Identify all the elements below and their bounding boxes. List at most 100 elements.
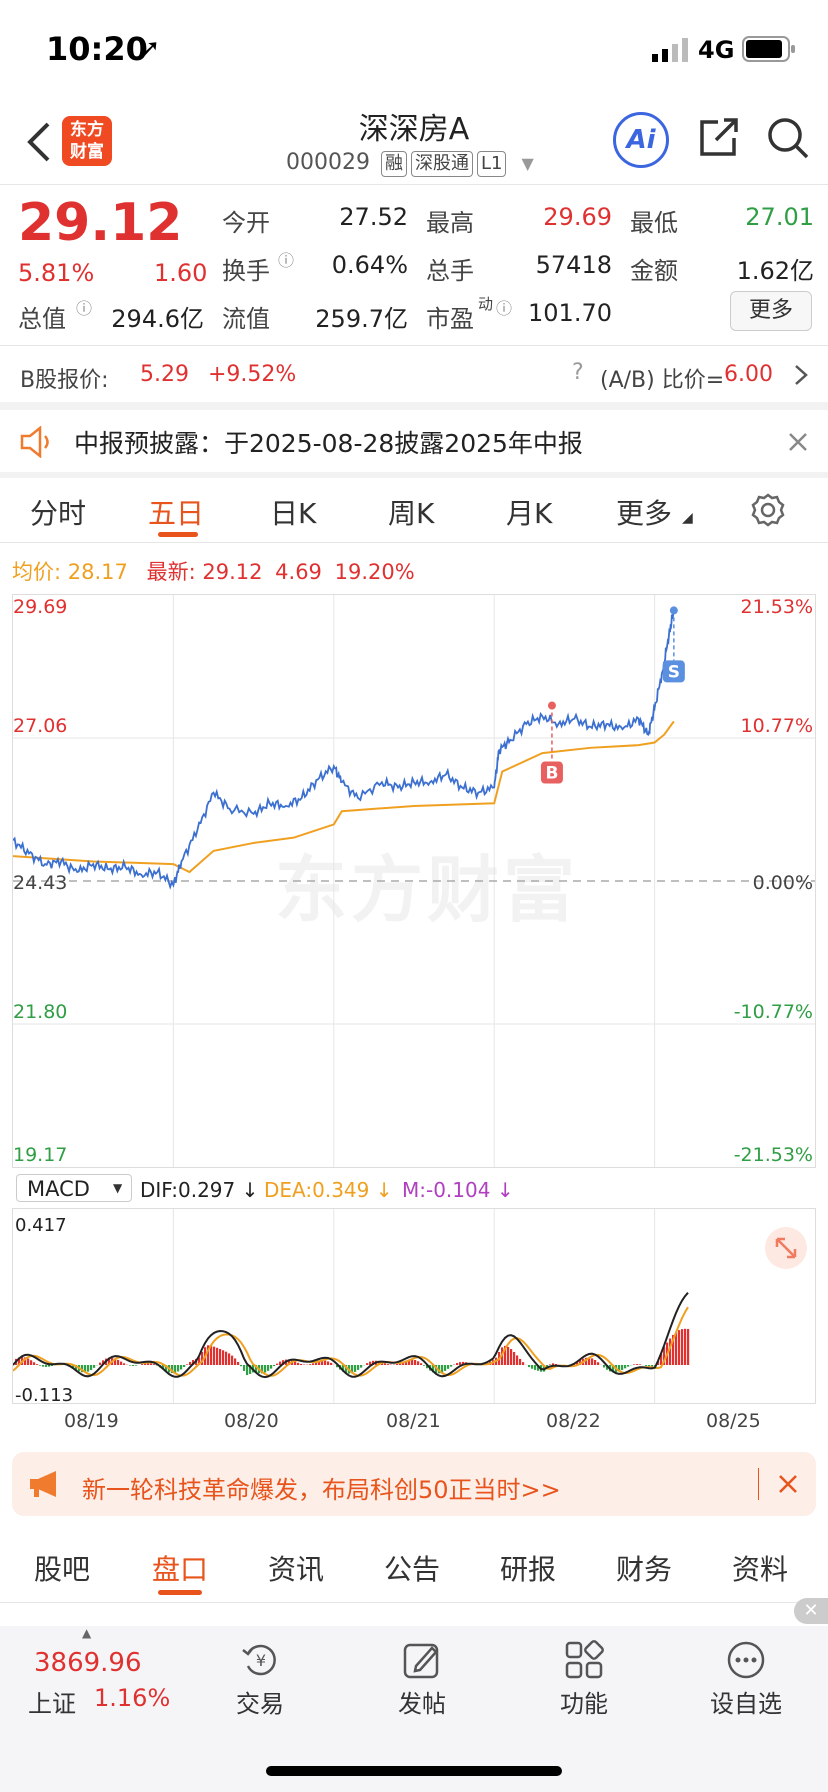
indicator-selector[interactable]: MACD ▼ [16, 1174, 132, 1202]
grid-icon[interactable] [564, 1640, 604, 1680]
tab-announcements[interactable]: 公告 [384, 1553, 441, 1586]
nav-functions[interactable]: 功能 [560, 1690, 608, 1718]
macd-bar [648, 1365, 651, 1367]
turnover-value: 0.64% [331, 251, 408, 279]
trade-icon[interactable]: ¥ [240, 1640, 282, 1680]
low-value: 27.01 [745, 203, 814, 231]
tab-monthly-k[interactable]: 月K [506, 497, 553, 530]
macd-bar [189, 1361, 192, 1365]
macd-bar [687, 1328, 690, 1365]
panel-close-icon[interactable]: ✕ [794, 1598, 828, 1624]
macd-bar [234, 1358, 237, 1365]
battery-icon [742, 36, 795, 62]
macd-bar [213, 1346, 216, 1365]
speaker-icon [20, 426, 49, 458]
open-value: 27.52 [339, 203, 408, 231]
ai-label: Ai [626, 125, 656, 155]
macd-bar [678, 1330, 681, 1365]
price-chart[interactable]: 东方财富 29.69 27.06 24.43 21.80 19.17 21.53% 10.7… [12, 594, 816, 1168]
macd-bar [675, 1332, 678, 1365]
macd-bar [663, 1346, 666, 1365]
tab-forum[interactable]: 股吧 [34, 1553, 91, 1586]
help-icon[interactable]: ? [572, 360, 584, 385]
macd-bar [174, 1365, 177, 1373]
macd-bar [651, 1365, 654, 1367]
tab-research[interactable]: 研报 [500, 1553, 557, 1586]
ab-ratio-value: 6.00 [724, 362, 773, 387]
promo-banner[interactable]: 新一轮科技革命爆发，布局科创50正当时>> [12, 1452, 816, 1516]
nav-trade[interactable]: 交易 [236, 1690, 284, 1718]
macd-bar [144, 1363, 147, 1365]
banner-close-icon[interactable] [778, 1474, 798, 1494]
m-value: M:-0.104 ↓ [402, 1178, 514, 1202]
search-icon[interactable] [766, 116, 810, 160]
b-share-row[interactable]: B股报价: 5.29 +9.52% ? (A/B) 比价= 6.00 [0, 346, 828, 402]
date-label: 08/21 [386, 1410, 441, 1432]
app-logo: 东方财富 [62, 116, 112, 166]
index-value[interactable]: 3869.96 [34, 1648, 142, 1678]
macd-bar [177, 1365, 180, 1372]
open-label: 今开 [222, 209, 270, 237]
macd-bar [636, 1364, 639, 1365]
more-dots-icon[interactable] [726, 1640, 766, 1680]
back-icon[interactable] [26, 122, 52, 162]
chevron-right-icon[interactable] [794, 364, 808, 386]
close-icon[interactable] [788, 432, 808, 452]
tab-orderbook[interactable]: 盘口 [152, 1553, 209, 1586]
macd-bar [408, 1359, 411, 1365]
tab-financials[interactable]: 财务 [616, 1553, 673, 1586]
tab-daily-k[interactable]: 日K [270, 497, 317, 530]
macd-bar [435, 1365, 438, 1374]
tab-more[interactable]: 更多 [616, 497, 673, 530]
turnover-label: 换手 [222, 257, 270, 285]
expand-button[interactable] [765, 1227, 807, 1269]
macd-chart[interactable]: 0.417 -0.113 [12, 1208, 816, 1406]
macd-bar [318, 1361, 321, 1365]
y-tick-right: -21.53% [734, 1144, 813, 1166]
macd-bar [552, 1363, 555, 1365]
macd-bar [120, 1361, 123, 1365]
info-icon[interactable]: ⓘ [76, 299, 93, 318]
dif-line [13, 1292, 689, 1379]
macd-bar [186, 1364, 189, 1365]
macd-bar [396, 1364, 399, 1365]
sell-marker [662, 660, 685, 683]
macd-bar [531, 1365, 534, 1369]
share-icon[interactable] [698, 116, 740, 158]
info-icon[interactable]: ⓘ [278, 251, 295, 270]
current-price: 29.12 [18, 193, 183, 253]
macd-bar [153, 1364, 156, 1365]
macd-bar [588, 1357, 591, 1365]
ai-button[interactable]: Ai [613, 112, 669, 168]
date-axis: 08/19 08/20 08/21 08/22 08/25 [12, 1410, 816, 1438]
macd-bar [684, 1328, 687, 1365]
macd-bar [597, 1362, 600, 1365]
edit-icon[interactable] [402, 1640, 442, 1680]
info-icon[interactable]: ⓘ [496, 299, 513, 318]
tab-news[interactable]: 资讯 [268, 1553, 325, 1586]
banner-text: 新一轮科技革命爆发，布局科创50正当时>> [82, 1476, 561, 1504]
macd-bar [546, 1365, 549, 1368]
gear-icon[interactable] [750, 492, 786, 528]
tab-profile[interactable]: 资料 [732, 1553, 789, 1586]
nav-post[interactable]: 发帖 [398, 1690, 446, 1718]
macd-bar [369, 1361, 372, 1365]
tab-five-day[interactable]: 五日 [148, 497, 205, 530]
buy-marker-label: B [545, 764, 558, 784]
index-pct: 1.16% [94, 1684, 171, 1712]
macd-bar [612, 1365, 615, 1373]
macd-bar [513, 1352, 516, 1365]
latest-label: 最新: [146, 560, 196, 584]
macd-bar [330, 1362, 333, 1365]
macd-bar [201, 1351, 204, 1365]
dropdown-triangle-icon[interactable]: ▼ [521, 154, 534, 173]
date-label: 08/22 [546, 1410, 601, 1432]
y-tick-left: 24.43 [13, 872, 67, 894]
nav-add-watchlist[interactable]: 设自选 [710, 1690, 782, 1718]
notice-bar[interactable]: 中报预披露：于2025-08-28披露2025年中报 [0, 410, 828, 472]
more-button[interactable]: 更多 [730, 291, 812, 331]
tab-weekly-k[interactable]: 周K [388, 497, 435, 530]
amount-label: 金额 [630, 257, 678, 285]
tab-intraday[interactable]: 分时 [30, 497, 87, 530]
caret-icon: ◢ [682, 510, 693, 526]
